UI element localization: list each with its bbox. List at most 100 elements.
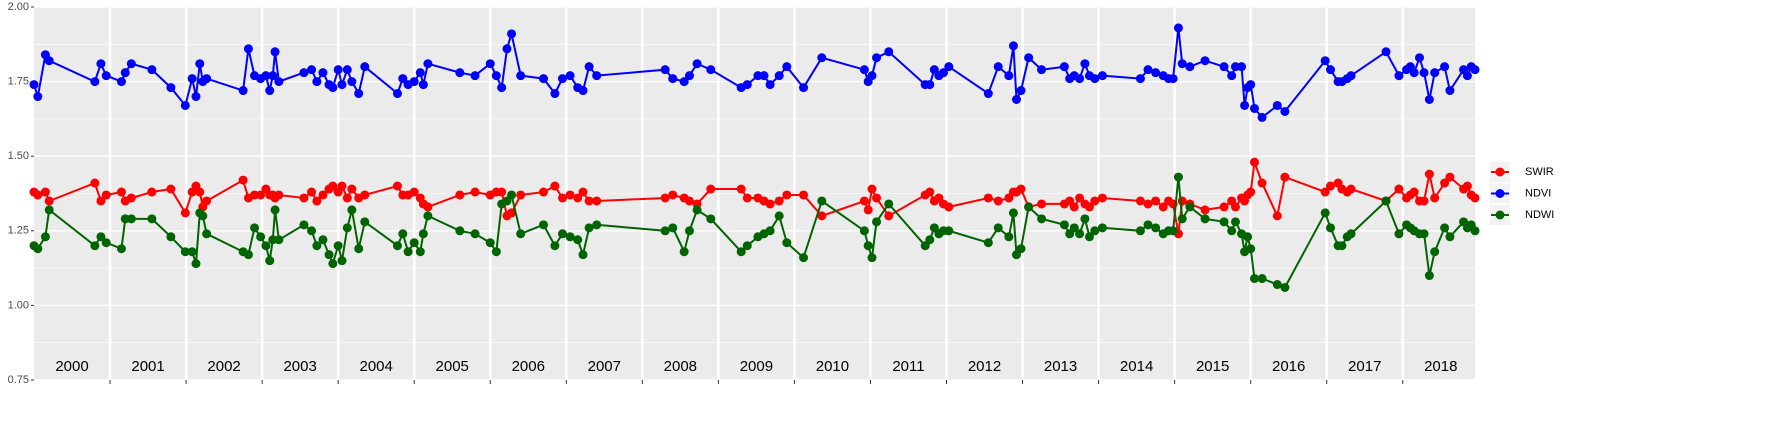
data-point xyxy=(337,256,347,266)
data-point xyxy=(497,187,507,197)
data-point xyxy=(202,74,212,84)
data-point xyxy=(1200,205,1210,215)
data-point xyxy=(765,199,775,209)
data-point xyxy=(538,74,548,84)
data-point xyxy=(270,205,280,215)
data-point xyxy=(1080,59,1090,69)
data-point xyxy=(573,235,583,245)
series xyxy=(29,172,1480,292)
data-point xyxy=(147,65,157,75)
data-point xyxy=(191,259,201,269)
y-tick-label: 2.00 xyxy=(8,1,29,13)
data-point xyxy=(1326,181,1336,191)
data-point xyxy=(1090,196,1100,206)
data-point xyxy=(333,65,343,75)
data-point xyxy=(307,65,317,75)
data-point xyxy=(1075,74,1085,84)
data-point xyxy=(944,62,954,72)
data-point xyxy=(1037,65,1047,75)
data-point xyxy=(180,247,190,257)
data-point xyxy=(736,184,746,194)
year-label: 2009 xyxy=(740,358,773,375)
data-point xyxy=(1016,244,1026,254)
data-point xyxy=(1462,71,1472,81)
data-point xyxy=(1320,187,1330,197)
data-point xyxy=(337,181,347,191)
data-point xyxy=(299,68,309,78)
data-point xyxy=(565,190,575,200)
data-point xyxy=(1440,223,1450,233)
data-point xyxy=(392,181,402,191)
data-point xyxy=(983,193,993,203)
year-label: 2016 xyxy=(1272,358,1305,375)
y-tick-label: 0.75 xyxy=(8,374,29,386)
data-point xyxy=(1394,229,1404,239)
data-point xyxy=(250,223,260,233)
data-point xyxy=(274,235,284,245)
data-point xyxy=(1227,226,1237,236)
data-point xyxy=(268,71,278,81)
y-tick-label: 1.75 xyxy=(8,76,29,88)
data-point xyxy=(265,256,275,266)
data-point xyxy=(1280,172,1290,182)
data-point xyxy=(592,220,602,230)
data-point xyxy=(1090,74,1100,84)
data-point xyxy=(1272,100,1282,110)
data-point xyxy=(96,196,106,206)
data-point xyxy=(1143,220,1153,230)
data-point xyxy=(1135,196,1145,206)
data-point xyxy=(40,232,50,242)
data-point xyxy=(502,44,512,54)
data-point xyxy=(925,80,935,90)
data-point xyxy=(44,56,54,66)
data-point xyxy=(90,178,100,188)
data-point xyxy=(578,187,588,197)
data-point xyxy=(1151,196,1161,206)
data-point xyxy=(44,196,54,206)
data-point xyxy=(867,184,877,194)
data-point xyxy=(337,80,347,90)
data-point xyxy=(187,247,197,257)
series-line xyxy=(33,177,1476,289)
data-point xyxy=(256,190,266,200)
data-point xyxy=(592,196,602,206)
year-label: 2011 xyxy=(892,358,924,375)
data-point xyxy=(1200,56,1210,66)
data-point xyxy=(33,190,43,200)
data-point xyxy=(660,65,670,75)
data-point xyxy=(925,187,935,197)
data-point xyxy=(398,229,408,239)
data-point xyxy=(415,68,425,78)
data-point xyxy=(1230,202,1240,212)
data-point xyxy=(1173,23,1183,33)
data-point xyxy=(40,187,50,197)
data-point xyxy=(592,71,602,81)
data-point xyxy=(307,226,317,236)
data-point xyxy=(859,226,869,236)
data-point xyxy=(1037,199,1047,209)
data-point xyxy=(470,229,480,239)
data-point xyxy=(1177,59,1187,69)
data-point xyxy=(96,232,106,242)
y-tick-label: 1.25 xyxy=(8,225,29,237)
data-point xyxy=(1346,184,1356,194)
year-label: 2018 xyxy=(1424,358,1457,375)
data-point xyxy=(1249,103,1259,113)
data-point xyxy=(516,190,526,200)
data-point xyxy=(470,71,480,81)
data-point xyxy=(90,241,100,251)
data-point xyxy=(261,71,271,81)
data-point xyxy=(44,205,54,215)
data-point xyxy=(147,214,157,224)
data-point xyxy=(491,71,501,81)
data-point xyxy=(1097,193,1107,203)
data-point xyxy=(423,59,433,69)
data-point xyxy=(398,74,408,84)
data-point xyxy=(1059,62,1069,72)
data-point xyxy=(1168,226,1178,236)
data-point xyxy=(1004,71,1014,81)
data-point xyxy=(299,193,309,203)
data-point xyxy=(470,187,480,197)
data-point xyxy=(423,211,433,221)
